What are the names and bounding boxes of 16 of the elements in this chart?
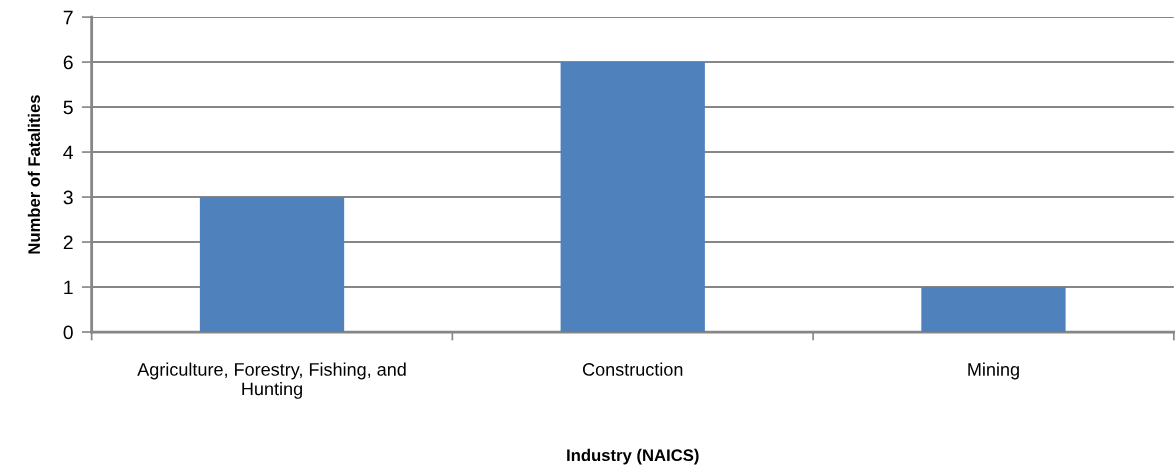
y-tick-label: 5 bbox=[63, 100, 73, 115]
bar bbox=[921, 287, 1066, 333]
x-tick-label: Mining bbox=[968, 362, 1019, 380]
y-tick-label: 4 bbox=[63, 145, 74, 160]
x-tick-label: Construction bbox=[582, 362, 683, 376]
y-tick-label: 7 bbox=[63, 10, 73, 25]
y-tick-label: 3 bbox=[63, 190, 73, 205]
x-axis-title: Industry (NAICS) bbox=[567, 448, 699, 465]
y-tick-label: 2 bbox=[63, 235, 73, 250]
bar bbox=[560, 62, 705, 333]
y-tick-label: 6 bbox=[63, 55, 73, 70]
bar bbox=[199, 197, 345, 333]
y-axis-title: Number of Fatalities bbox=[27, 95, 41, 254]
x-tick-label: Agriculture, Forestry, Fishing, and Hunting bbox=[137, 362, 406, 399]
y-tick-label: 1 bbox=[64, 280, 73, 295]
y-tick-label: 0 bbox=[63, 325, 73, 340]
